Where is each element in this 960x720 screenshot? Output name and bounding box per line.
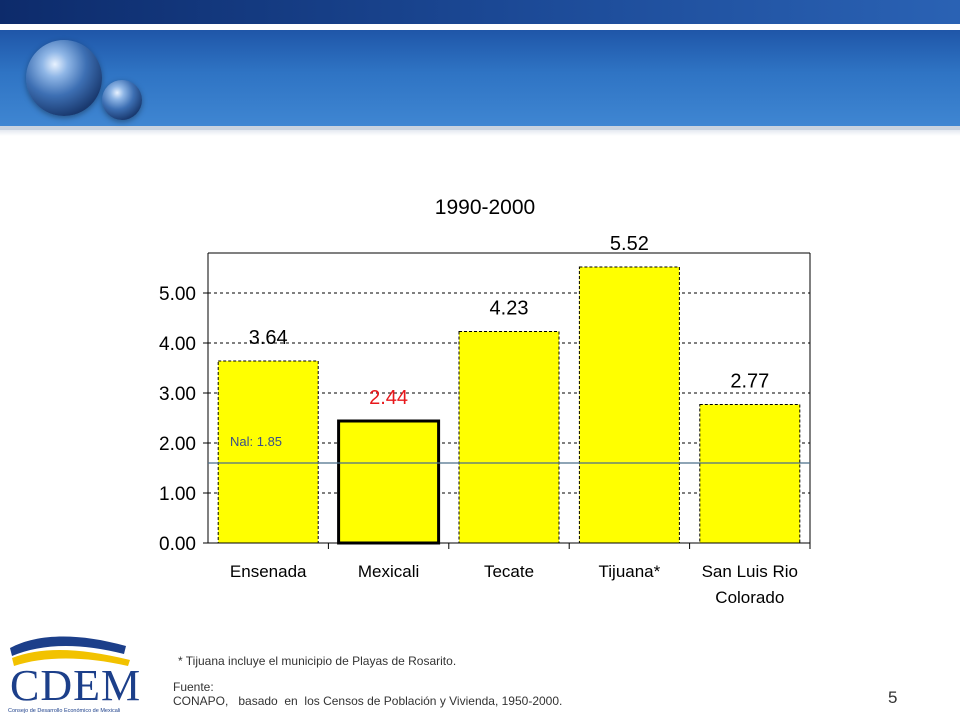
chart-axes (203, 252, 811, 549)
page-number: 5 (888, 688, 898, 707)
x-category-label: Colorado (715, 588, 784, 607)
bar (458, 331, 560, 544)
large-sphere-icon (26, 40, 102, 116)
bar (337, 419, 441, 545)
y-tick-label: 4.00 (159, 334, 196, 355)
y-tick-label: 0.00 (159, 534, 196, 555)
y-tick-label: 2.00 (159, 434, 196, 455)
x-category-label: San Luis Rio (702, 562, 798, 581)
x-category-label: Ensenada (230, 562, 307, 581)
bar-value-label: 3.64 (249, 327, 288, 349)
x-category-label: Tijuana* (599, 562, 661, 581)
header-band (0, 30, 960, 136)
x-category-label: Tecate (484, 562, 534, 581)
bar (578, 266, 680, 544)
bar-value-label: 5.52 (610, 233, 649, 255)
bar (699, 404, 801, 544)
y-tick-label: 5.00 (159, 284, 196, 305)
footnote: * Tijuana incluye el municipio de Playas… (178, 654, 457, 668)
bar-value-label: 4.23 (490, 298, 529, 320)
bar (217, 360, 319, 544)
logo-text: CDEM (10, 661, 142, 710)
y-tick-label: 3.00 (159, 384, 196, 405)
x-category-label: Mexicali (358, 562, 419, 581)
y-tick-label: 1.00 (159, 484, 196, 505)
chart-title: 1990-2000 (435, 196, 535, 219)
source-text: CONAPO, basado en los Censos de Població… (173, 694, 563, 708)
cdem-logo-icon (10, 636, 130, 666)
bar-value-label: 2.77 (730, 371, 769, 393)
logo-caption: Consejo de Desarrollo Económico de Mexic… (8, 708, 121, 714)
source-label: Fuente: (173, 680, 214, 694)
reference-line-label: Nal: 1.85 (230, 434, 282, 449)
header-top-bar (0, 0, 960, 24)
small-sphere-icon (102, 80, 142, 120)
chart-labels: 1990-2000 0.00 1.00 2.00 3.00 4.00 5.00 3.64 Ens… (159, 196, 798, 607)
bar-value-label: 2.44 (369, 387, 408, 409)
